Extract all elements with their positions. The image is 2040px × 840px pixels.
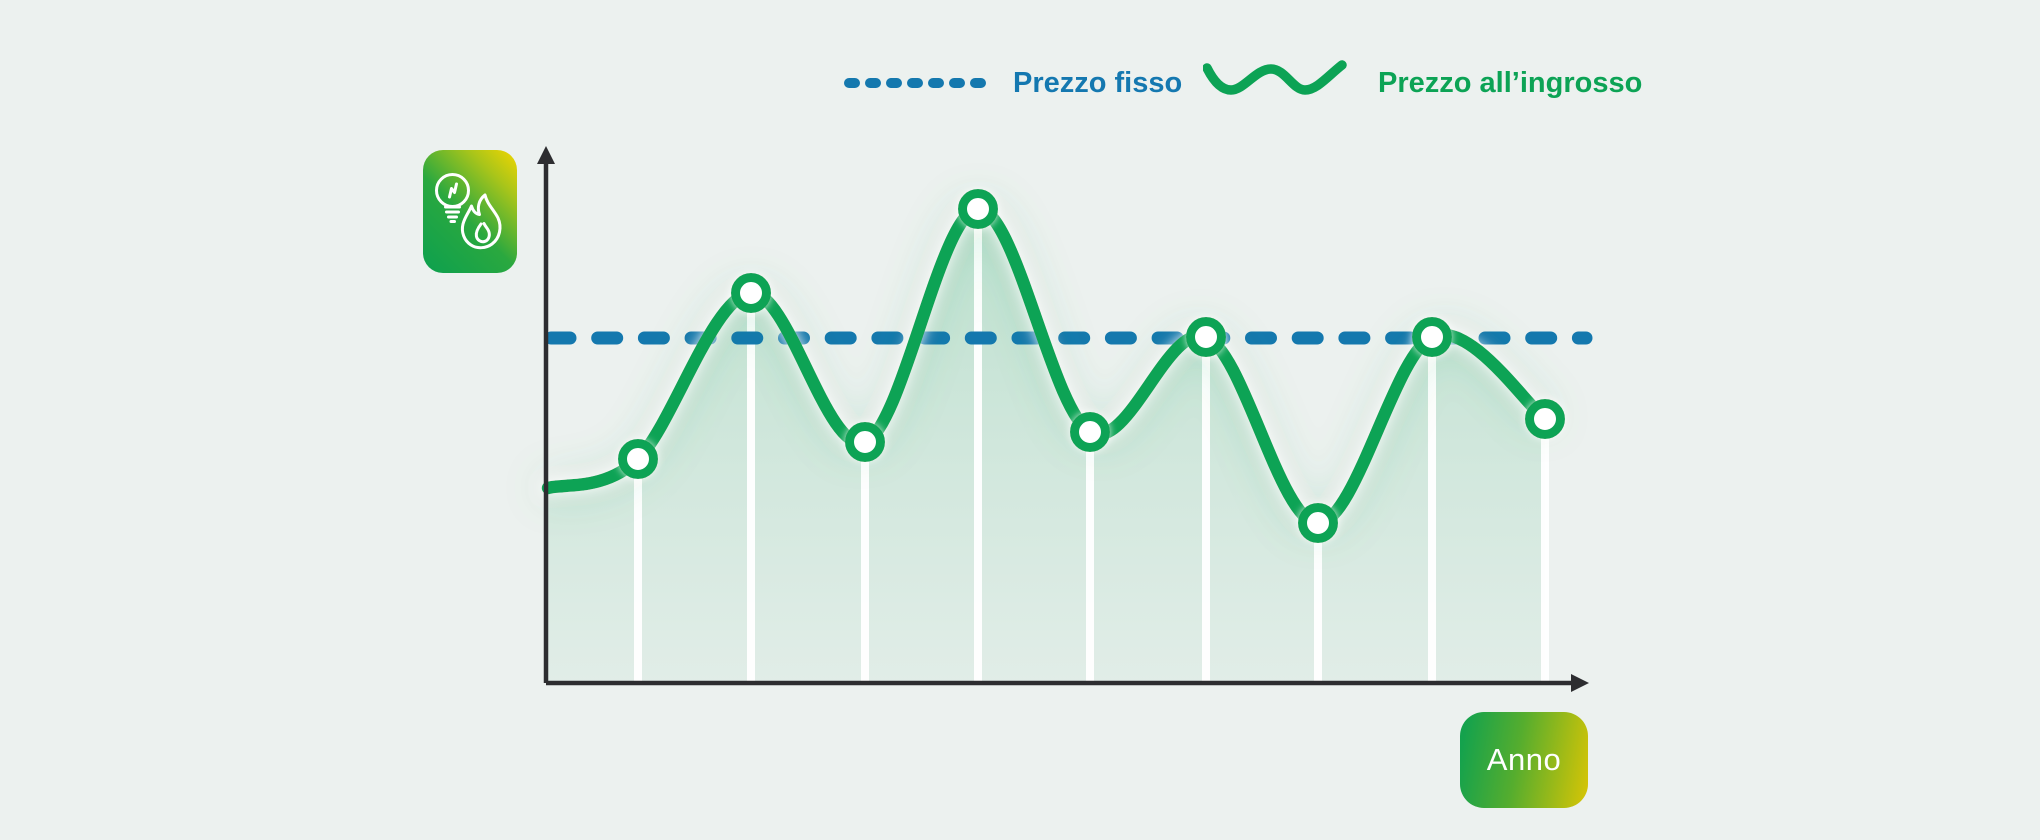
data-point-marker [1070, 412, 1110, 452]
energy-badge-art [435, 173, 502, 250]
fixed-price-dashed-line-icon [844, 78, 986, 88]
data-point-marker [1298, 503, 1338, 543]
y-axis-arrow-icon [537, 146, 555, 164]
data-point-marker [1525, 399, 1565, 439]
data-point-marker [731, 273, 771, 313]
x-axis-arrow-icon [1571, 674, 1589, 692]
data-point-marker [958, 189, 998, 229]
energy-icon-badge [423, 150, 517, 273]
x-axis-label: Anno [1486, 742, 1562, 777]
wholesale-price-wavy-line-icon [1203, 60, 1347, 95]
wholesale-area-fill [548, 208, 1545, 683]
data-point-marker [1186, 317, 1226, 357]
legend-label-wholesale-price: Prezzo all’ingrosso [1378, 67, 1643, 99]
data-point-marker [1412, 317, 1452, 357]
wholesale-price-curve [541, 202, 1552, 530]
data-point-marker [618, 439, 658, 479]
legend-label-fixed-price: Prezzo fisso [1013, 67, 1183, 99]
flame-icon [460, 193, 502, 250]
data-point-marker [845, 422, 885, 462]
x-axis-label-badge: Anno [1460, 712, 1588, 808]
lightbulb-icon [435, 173, 470, 223]
